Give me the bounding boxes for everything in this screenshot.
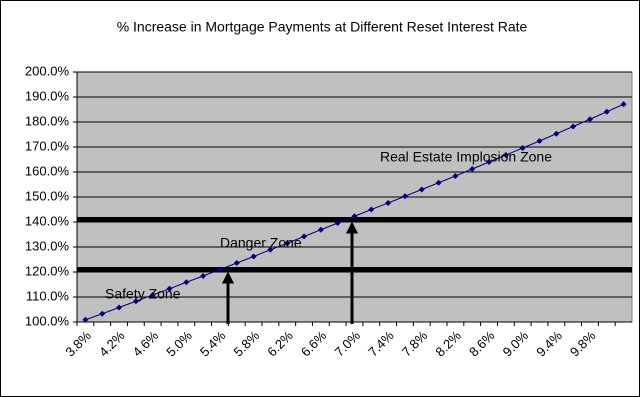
data-point xyxy=(586,116,593,123)
y-tick-label: 190.0% xyxy=(25,88,70,103)
data-point xyxy=(166,285,173,292)
data-point xyxy=(368,206,375,213)
y-tick-label: 150.0% xyxy=(25,188,70,203)
data-point xyxy=(452,173,459,179)
data-point xyxy=(553,130,560,137)
data-point xyxy=(486,159,493,165)
y-tick-label: 120.0% xyxy=(25,263,70,278)
data-point xyxy=(435,179,442,186)
annotation: Safety Zone xyxy=(105,286,181,302)
data-point xyxy=(99,310,106,317)
data-point xyxy=(519,145,526,151)
y-tick-label: 160.0% xyxy=(25,163,70,178)
data-point xyxy=(502,152,509,158)
y-tick-label: 180.0% xyxy=(25,113,70,128)
data-point xyxy=(334,220,341,226)
data-point xyxy=(267,246,274,253)
data-point xyxy=(603,108,610,115)
data-point xyxy=(116,304,123,311)
annotation: Danger Zone xyxy=(220,235,302,251)
data-point xyxy=(317,226,324,233)
y-tick-label: 100.0% xyxy=(25,313,70,328)
arrow-head xyxy=(222,271,234,284)
data-point xyxy=(132,298,139,305)
chart-title: % Increase in Mortgage Payments at Diffe… xyxy=(117,19,528,35)
data-point xyxy=(570,123,577,130)
data-point xyxy=(351,213,358,220)
data-point xyxy=(149,292,156,298)
data-point xyxy=(82,316,89,323)
data-point xyxy=(200,273,207,279)
data-point xyxy=(301,233,308,240)
arrow-head xyxy=(346,221,358,234)
annotation: Real Estate Implosion Zone xyxy=(380,149,552,165)
y-tick-label: 140.0% xyxy=(25,213,70,228)
data-point xyxy=(216,266,223,273)
y-tick-label: 170.0% xyxy=(25,138,70,153)
data-point xyxy=(469,166,476,172)
data-point xyxy=(233,260,240,266)
y-tick-label: 110.0% xyxy=(26,288,70,303)
y-tick-label: 200.0% xyxy=(25,63,70,78)
data-point xyxy=(183,279,190,286)
data-point xyxy=(401,193,408,200)
data-point xyxy=(620,101,627,108)
data-point xyxy=(284,240,291,247)
data-point xyxy=(385,200,392,206)
data-point xyxy=(418,186,425,193)
data-point xyxy=(250,253,257,260)
y-tick-label: 130.0% xyxy=(25,238,70,253)
data-point xyxy=(536,138,543,144)
